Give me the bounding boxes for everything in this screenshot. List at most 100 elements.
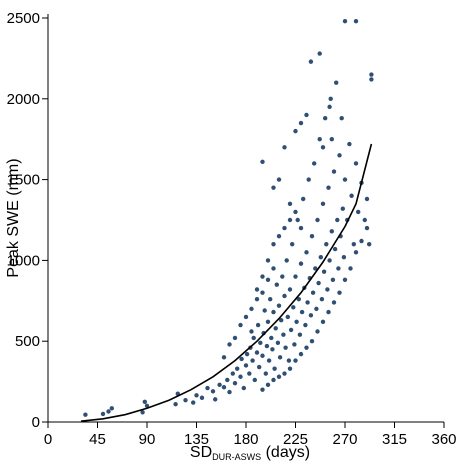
data-point	[351, 242, 356, 247]
data-point	[342, 19, 348, 24]
data-point	[298, 225, 304, 231]
data-point	[241, 385, 246, 391]
data-point	[291, 305, 296, 310]
data-point	[326, 185, 331, 190]
data-point	[265, 319, 271, 325]
data-point	[282, 371, 287, 376]
x-tick-label: 90	[139, 431, 156, 448]
data-point	[277, 355, 283, 360]
data-point	[227, 389, 232, 395]
data-point	[239, 356, 244, 362]
data-point	[279, 317, 284, 323]
data-point	[144, 403, 150, 409]
data-point	[276, 177, 282, 182]
data-point	[271, 242, 276, 247]
data-point	[247, 371, 252, 376]
data-point	[260, 274, 265, 279]
data-point	[255, 322, 261, 328]
data-point	[309, 233, 315, 239]
data-point	[282, 225, 287, 231]
x-tick-label: 135	[184, 431, 209, 448]
data-point	[364, 225, 370, 231]
data-point	[353, 250, 359, 255]
data-point	[254, 350, 260, 355]
data-point	[282, 145, 287, 150]
data-point	[321, 269, 327, 274]
data-point	[296, 296, 301, 302]
x-tick-label: 225	[283, 431, 308, 448]
data-point	[349, 193, 354, 198]
data-point	[265, 382, 271, 388]
data-point	[293, 274, 298, 279]
data-point	[292, 342, 297, 347]
data-point	[227, 342, 232, 347]
data-point	[297, 332, 303, 337]
data-point	[250, 358, 255, 363]
data-point	[238, 322, 243, 328]
data-point	[298, 261, 304, 266]
data-point	[320, 201, 326, 207]
data-point	[263, 371, 268, 376]
data-point	[312, 161, 317, 166]
data-point	[183, 397, 188, 403]
data-point	[356, 209, 361, 215]
data-point	[314, 306, 319, 312]
data-point	[283, 345, 288, 350]
data-point	[260, 353, 265, 358]
data-point	[347, 141, 352, 147]
data-point	[210, 389, 216, 394]
data-point	[230, 371, 235, 376]
data-point	[221, 385, 227, 390]
x-axis-label-main: SD	[190, 444, 212, 461]
data-point	[305, 300, 310, 305]
data-point	[268, 296, 273, 302]
data-point	[306, 177, 311, 182]
data-point	[106, 409, 111, 414]
y-tick-label: 2000	[7, 91, 40, 108]
data-point	[331, 169, 337, 174]
data-point	[276, 233, 282, 239]
data-point	[298, 351, 304, 357]
y-tick-label: 1000	[7, 252, 40, 269]
data-point	[265, 277, 271, 282]
data-point	[254, 287, 260, 292]
data-point	[270, 347, 275, 352]
data-point	[362, 217, 367, 223]
data-point	[348, 266, 353, 271]
data-point	[332, 246, 338, 252]
data-point	[274, 282, 279, 287]
data-point	[213, 397, 218, 402]
axis-labels: Peak SWE (mm) SDDUR-ASWS (days)	[5, 158, 310, 462]
data-point	[318, 254, 323, 260]
data-point	[334, 80, 339, 85]
data-point	[308, 313, 314, 318]
data-point	[249, 329, 254, 334]
data-point	[337, 153, 342, 158]
data-point	[142, 399, 147, 404]
data-point	[243, 314, 249, 320]
y-tick-label: 0	[32, 414, 40, 431]
data-point	[244, 351, 250, 357]
data-point	[83, 412, 88, 417]
data-point	[310, 290, 316, 295]
data-point	[260, 159, 265, 165]
data-point	[221, 355, 227, 360]
data-point	[295, 217, 300, 223]
data-point	[205, 385, 210, 391]
data-point	[280, 274, 285, 279]
data-point	[308, 59, 314, 64]
data-point	[327, 258, 332, 263]
data-point	[288, 327, 294, 333]
fit-curve	[80, 143, 373, 422]
data-point	[335, 217, 340, 223]
data-point	[293, 128, 298, 134]
axes: 0 45 90 135 180 225 270 315 360 0 500 1000 1500 2000 2…	[7, 10, 457, 448]
data-point	[299, 309, 305, 315]
data-point	[265, 258, 271, 263]
data-point	[109, 406, 115, 411]
data-point	[313, 266, 318, 271]
data-point	[275, 340, 281, 346]
data-point	[271, 185, 276, 190]
data-point	[329, 137, 334, 142]
data-point	[315, 329, 320, 334]
